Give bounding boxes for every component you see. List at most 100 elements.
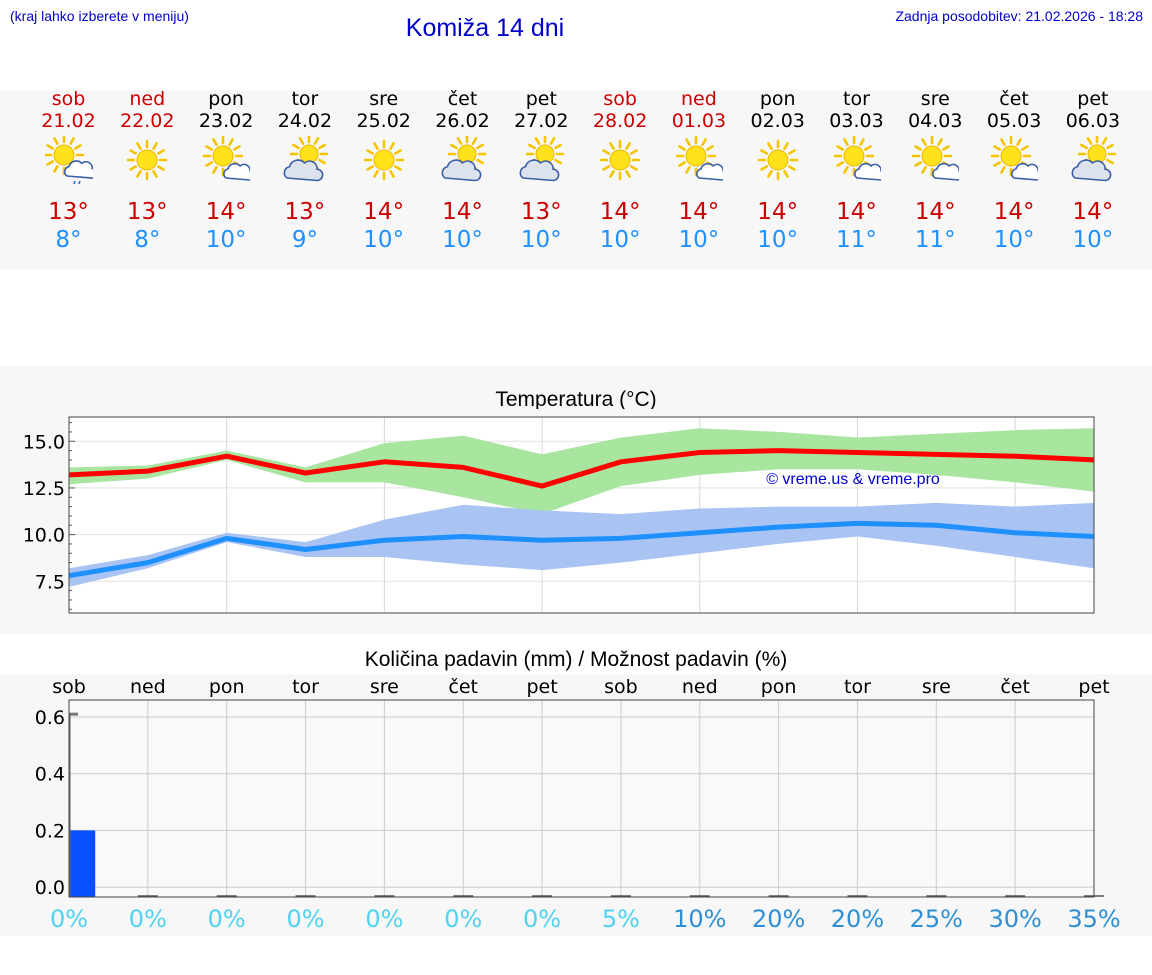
day-date: 28.02 [592,110,648,132]
precipitation-day-label: čet [1000,676,1030,698]
cloud-sun-icon [1071,136,1117,182]
temperature-plot-border [68,416,1095,614]
sun-icon [757,139,798,181]
sun-icon [363,139,404,181]
min-temperature: 10° [442,227,483,253]
day-date: 24.02 [277,110,333,132]
location-hint[interactable]: (kraj lahko izberete v meniju) [10,8,189,24]
min-temperature: 8° [55,227,82,253]
day-name: pon [759,88,796,110]
day-name: pon [208,88,244,110]
day-date: 23.02 [198,110,254,132]
day-forecast: pet 27.02 13° 10° [501,88,581,254]
day-date: 21.02 [41,110,96,132]
min-temperature: 10° [993,227,1035,253]
max-temperature: 13° [520,199,562,225]
day-name: čet [447,88,478,110]
min-temperature-line [68,520,1095,579]
day-date: 02.03 [750,110,805,132]
max-temperature: 13° [48,199,89,225]
page-title: Komiža 14 dni [405,14,565,42]
day-date: 06.03 [1065,110,1121,132]
cloud-sun-icon [519,136,565,182]
precipitation-day-label: tor [292,676,319,698]
day-date: 26.02 [435,110,490,132]
day-forecast: tor 03.03 14° 11° [817,88,897,254]
day-date: 27.02 [514,110,569,132]
max-temperature: 14° [1072,199,1114,225]
sun-small-cloud-icon [990,136,1039,181]
day-forecast: sob 28.02 14° 10° [580,88,660,254]
precipitation-probability-label: 30% [988,905,1041,933]
day-date: 01.03 [671,110,727,132]
day-date: 04.03 [908,110,963,132]
precipitation-probability-label: 0% [129,905,167,933]
day-date: 05.03 [986,110,1042,132]
day-name: sre [920,88,950,110]
day-name: ned [680,88,717,110]
precipitation-probability-label: 5% [602,905,640,933]
precipitation-day-label: pon [209,676,245,698]
precipitation-probability-label: 0% [208,905,246,933]
precipitation-day-label: sre [370,676,399,698]
max-temperature: 13° [126,199,168,225]
cloud-sun-icon [441,136,486,182]
precipitation-probability-label: 20% [752,905,805,933]
precipitation-day-label: ned [130,676,166,698]
precipitation-probability-label: 35% [1067,905,1120,933]
sun-small-cloud-icon [675,136,723,181]
day-name: pet [1077,88,1109,110]
day-name: tor [843,88,870,110]
min-temperature: 10° [678,227,720,253]
min-temperature: 10° [599,227,641,253]
precipitation-plot-border [68,699,1095,898]
max-temperature: 14° [363,199,405,225]
day-forecast: pon 23.02 14° 10° [186,88,266,254]
day-name: sob [51,88,86,110]
precipitation-day-label: pet [526,676,557,698]
max-temperature: 14° [914,199,956,225]
precipitation-y-tick-label: 0.2 [35,820,65,842]
precipitation-y-tick-label: 0.4 [35,764,65,786]
precipitation-probability-label: 20% [831,905,884,933]
cloud-sun-icon [283,136,329,182]
min-temperature: 10° [757,227,799,253]
precipitation-probability-label: 10% [673,905,726,933]
max-temperature: 14° [836,199,877,225]
precipitation-y-tick-label: 0.0 [35,877,65,899]
sun-icon [126,139,168,181]
precipitation-y-tick-label: 0.6 [35,707,65,729]
precipitation-probability-label: 25% [910,905,963,933]
max-temperature: 13° [284,199,326,225]
precipitation-plot-area [69,700,1094,897]
max-temperature: 14° [757,199,799,225]
day-forecast: sre 25.02 14° 10° [344,88,424,254]
day-forecast: sre 04.03 14° 11° [895,88,975,254]
min-temperature: 9° [291,227,318,253]
max-temperature: 14° [678,199,720,225]
day-forecast: pon 02.03 14° 10° [738,88,818,254]
day-forecast: pet 06.03 14° 10° [1053,88,1133,254]
max-temperature: 14° [205,199,247,225]
min-temperature: 10° [363,227,405,253]
day-name: sre [369,88,399,110]
day-forecast: ned 01.03 14° 10° [659,88,739,254]
day-name: ned [129,88,166,110]
temperature-y-tick-label: 7.5 [35,571,65,593]
max-temperature-line [68,448,1095,489]
temperature-y-tick-label: 10.0 [23,525,65,547]
max-temperature: 14° [442,199,483,225]
day-forecast: čet 05.03 14° 10° [974,88,1054,254]
sun-icon [599,139,641,181]
min-temperature: 10° [1072,227,1114,253]
day-forecast: sob 21.02 13° 8° [29,88,109,254]
day-name: čet [999,88,1029,110]
max-temperature: 14° [599,199,641,225]
day-date: 03.03 [829,110,884,132]
precipitation-probability-label: 0% [50,905,88,933]
sun-small-cloud-icon [911,136,960,181]
precipitation-probability-label: 0% [523,905,561,933]
max-temperature: 14° [993,199,1035,225]
sun-cloud-rain-icon [44,136,93,184]
precipitation-day-label: sre [922,676,951,698]
